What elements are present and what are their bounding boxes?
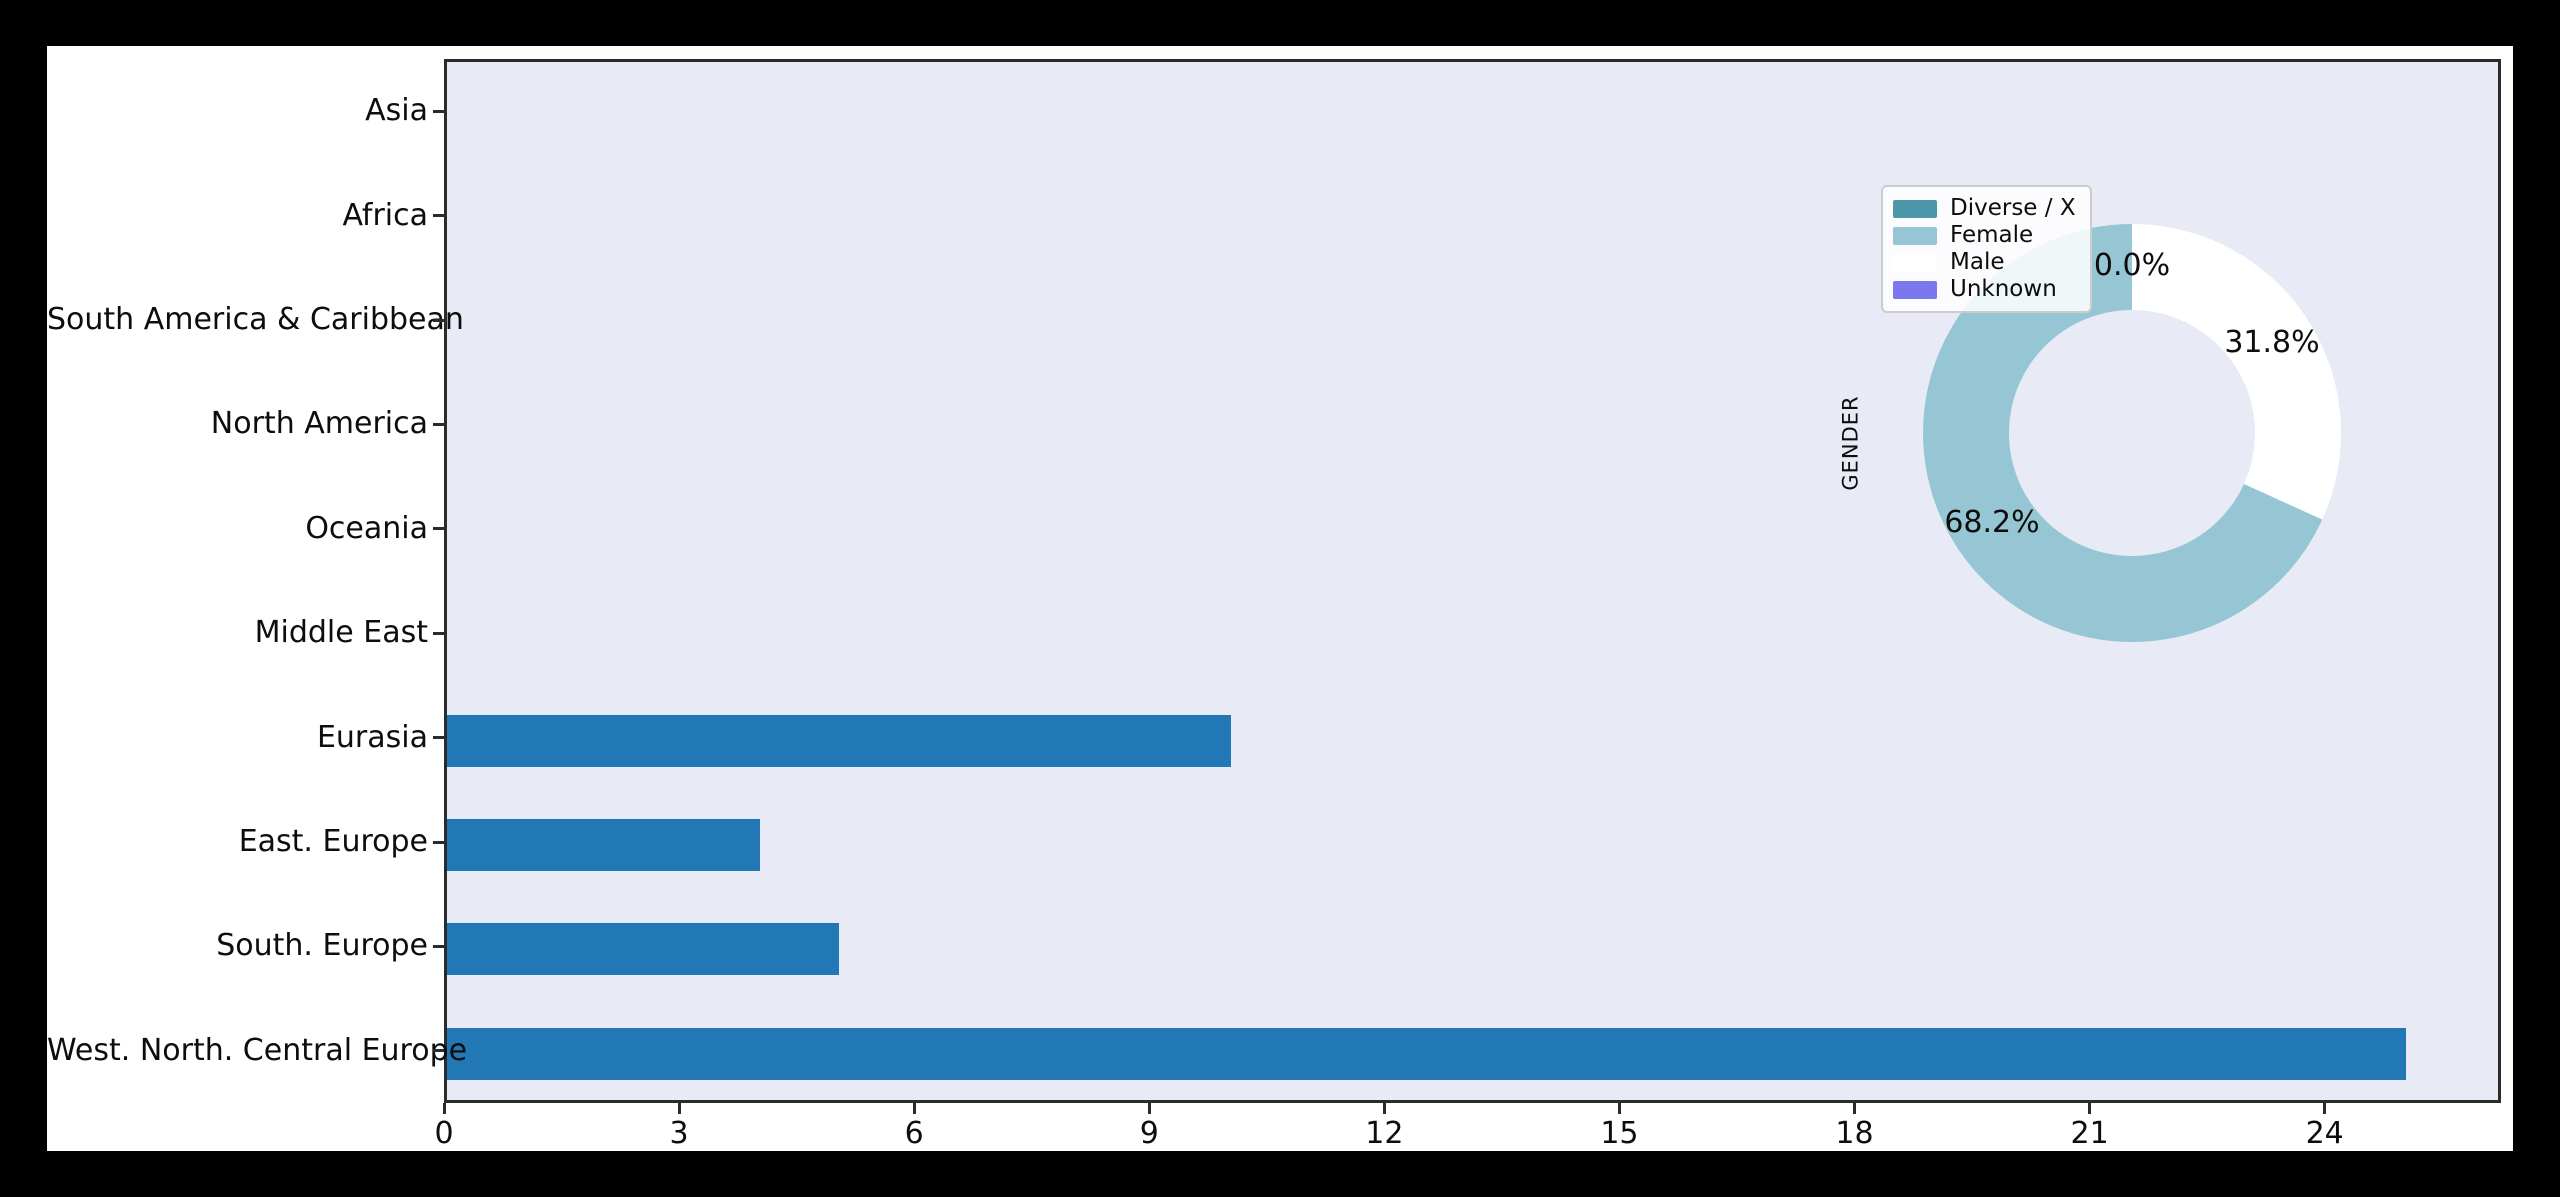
- y-tick-label: North America: [210, 406, 428, 442]
- y-tick-mark: [433, 422, 444, 426]
- x-tick-label: 24: [2305, 1116, 2344, 1151]
- bar: [447, 819, 761, 871]
- x-tick-mark: [1382, 1103, 1386, 1114]
- donut-percent-label: 68.2%: [1944, 505, 2040, 540]
- gender-donut-hole: [2009, 310, 2255, 556]
- x-tick-mark: [912, 1103, 916, 1114]
- x-tick-mark: [1853, 1103, 1856, 1114]
- y-tick-label: South. Europe: [216, 928, 428, 964]
- donut-percent-label: 31.8%: [2224, 325, 2320, 360]
- x-tick-mark: [1147, 1103, 1151, 1114]
- y-tick-mark: [433, 527, 444, 531]
- x-tick-label: 0: [434, 1116, 454, 1151]
- legend-item: Diverse / X: [1893, 195, 2076, 222]
- y-tick-mark: [433, 840, 444, 844]
- y-tick-label: Middle East: [254, 615, 428, 651]
- legend-swatch-icon: [1893, 280, 1937, 299]
- bar: [447, 923, 839, 976]
- legend-swatch-icon: [1893, 226, 1937, 245]
- donut-percent-label: 0.0%: [2093, 248, 2171, 283]
- y-tick-label: Asia: [365, 93, 428, 129]
- y-tick-mark: [433, 318, 444, 322]
- y-tick-label: West. North. Central Europe: [47, 1032, 468, 1068]
- plot-area: 0.0% 68.2% 31.8% GENDER Diverse / X Female M…: [444, 59, 2501, 1103]
- legend-item: Female: [1893, 222, 2076, 249]
- y-tick-label: Africa: [342, 197, 428, 233]
- x-tick-label: 6: [904, 1116, 924, 1151]
- x-tick-mark: [1617, 1103, 1621, 1114]
- y-tick-mark: [433, 1049, 444, 1053]
- legend-label: Male: [1950, 249, 2005, 275]
- x-tick-label: 12: [1365, 1116, 1404, 1151]
- legend-label: Diverse / X: [1950, 195, 2076, 221]
- y-tick-mark: [433, 944, 444, 948]
- y-tick-label: South America & Caribbean: [47, 302, 464, 337]
- x-tick-label: 21: [2070, 1116, 2109, 1151]
- y-tick-label: Eurasia: [316, 719, 428, 755]
- bar: [447, 714, 1231, 767]
- x-tick-label: 3: [669, 1116, 689, 1151]
- y-tick-label: East. Europe: [238, 824, 428, 859]
- x-tick-mark: [677, 1103, 681, 1114]
- x-tick-label: 9: [1139, 1116, 1159, 1151]
- y-tick-mark: [433, 631, 444, 635]
- y-tick-mark: [433, 214, 444, 218]
- x-tick-label: 15: [1600, 1116, 1639, 1151]
- y-tick-label: Oceania: [305, 510, 428, 546]
- legend-swatch-icon: [1893, 253, 1937, 272]
- x-tick-mark: [2323, 1103, 2327, 1114]
- x-tick-mark: [442, 1103, 446, 1114]
- legend-item: Male: [1893, 249, 2076, 276]
- x-tick-mark: [2088, 1103, 2092, 1114]
- legend-item: Unknown: [1893, 276, 2076, 303]
- y-tick-mark: [433, 109, 444, 113]
- figure-background: 0.0% 68.2% 31.8% GENDER Diverse / X Female M…: [47, 46, 2513, 1151]
- legend-swatch-icon: [1893, 199, 1937, 218]
- gender-legend: Diverse / X Female Male Unknown: [1881, 185, 2092, 313]
- donut-axis-label: GENDER: [1838, 395, 1863, 491]
- y-tick-mark: [433, 736, 444, 740]
- bar: [447, 1027, 2407, 1080]
- x-tick-label: 18: [1835, 1116, 1874, 1151]
- legend-label: Unknown: [1950, 276, 2057, 302]
- legend-label: Female: [1950, 222, 2034, 248]
